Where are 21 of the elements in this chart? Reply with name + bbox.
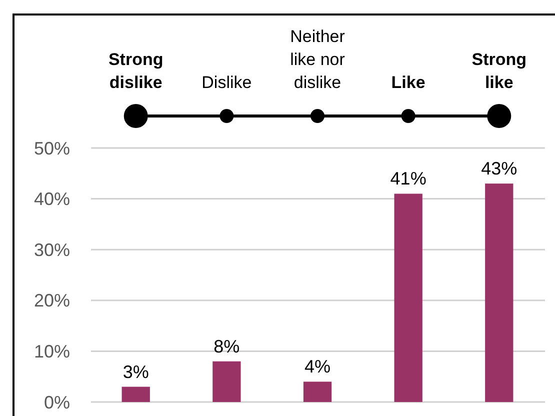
bar bbox=[212, 361, 241, 402]
y-tick-label: 20% bbox=[34, 290, 70, 311]
y-tick-label: 50% bbox=[34, 138, 70, 158]
bar bbox=[303, 382, 332, 402]
data-label: 43% bbox=[481, 158, 518, 179]
bar bbox=[122, 386, 150, 402]
y-tick-label: 30% bbox=[34, 240, 70, 260]
x-tick-label: Strong like bbox=[472, 50, 527, 92]
y-tick-label: 10% bbox=[34, 342, 70, 362]
data-label: 3% bbox=[122, 362, 149, 382]
data-label: 4% bbox=[304, 356, 331, 377]
x-tick-label: Like bbox=[391, 73, 426, 92]
x-tick-label: Dislike bbox=[202, 73, 252, 92]
data-label: 8% bbox=[214, 336, 240, 356]
y-tick-label: 0% bbox=[44, 392, 70, 412]
x-tick-label: Strong dislike bbox=[108, 50, 164, 92]
data-label: 41% bbox=[390, 168, 426, 189]
y-tick-label: 40% bbox=[34, 189, 70, 210]
bar bbox=[394, 194, 422, 402]
bar bbox=[485, 184, 514, 402]
x-tick-label: Neither like nor dislike bbox=[290, 27, 346, 92]
